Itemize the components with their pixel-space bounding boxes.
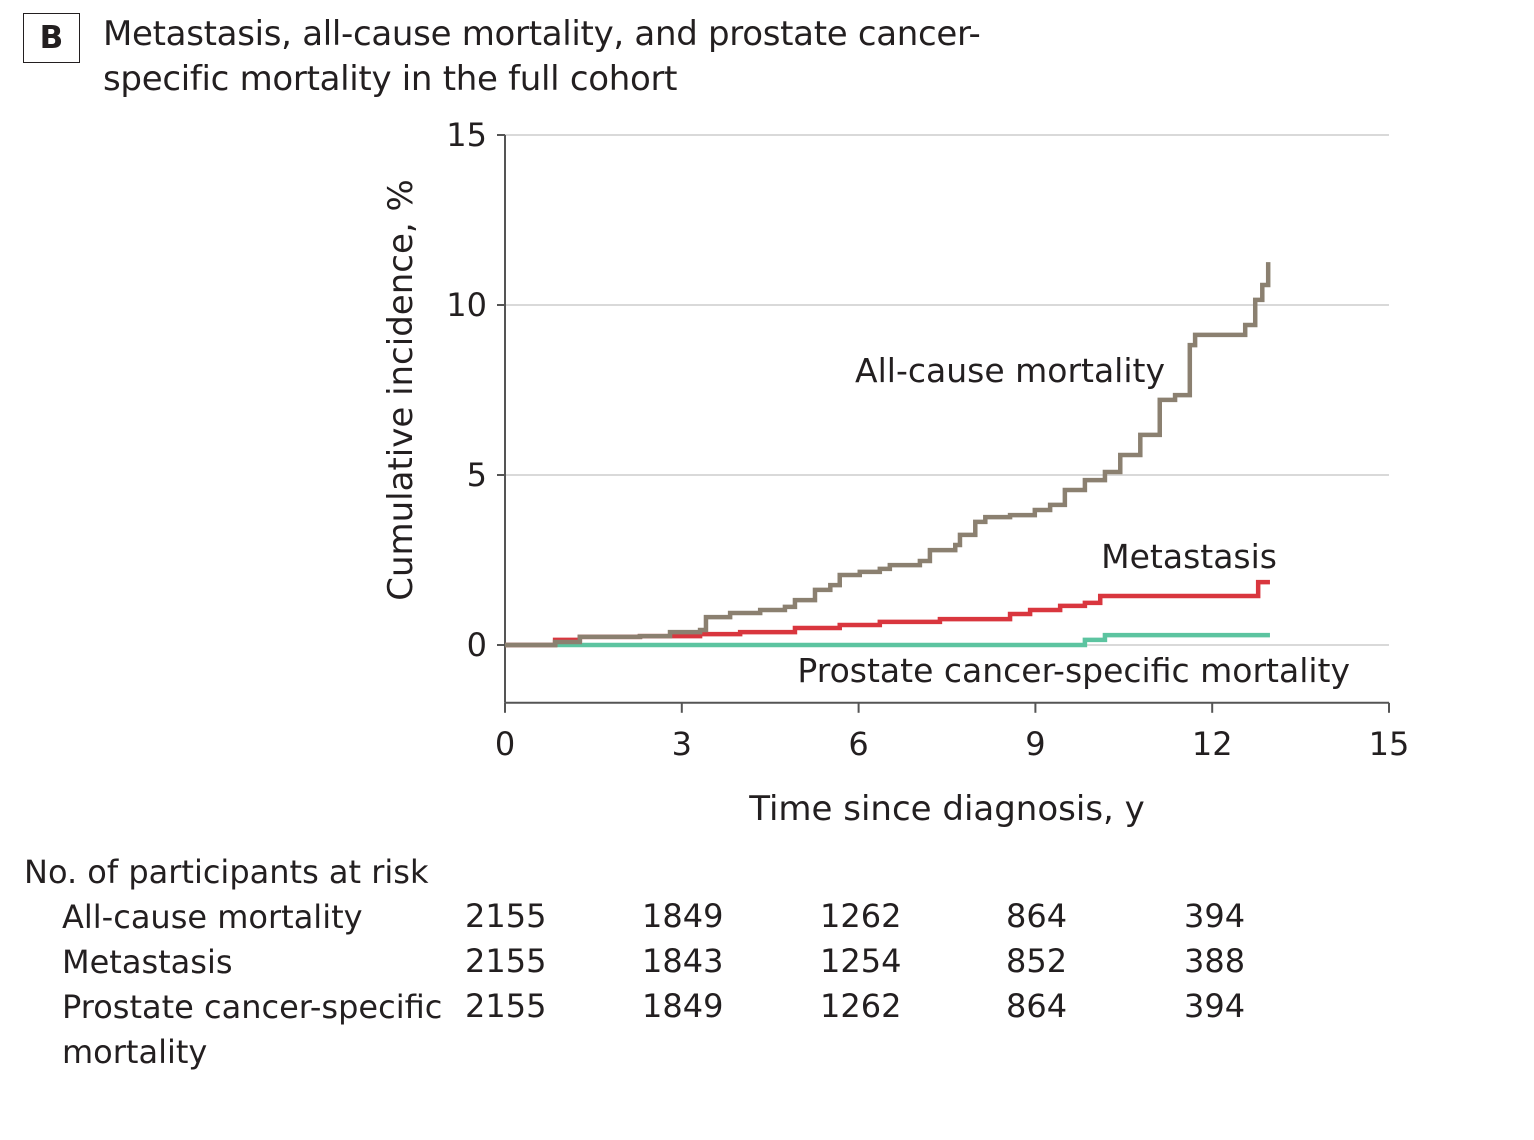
x-tick-label: 9 bbox=[1025, 725, 1045, 763]
series-label: All-cause mortality bbox=[855, 351, 1165, 390]
all-cause-mortality-line bbox=[505, 262, 1271, 648]
x-axis-label: Time since diagnosis, y bbox=[748, 789, 1145, 829]
risk-count: 1849 bbox=[642, 897, 724, 935]
x-tick-label: 3 bbox=[672, 725, 692, 763]
risk-count: 864 bbox=[1006, 987, 1068, 1025]
risk-count: 1843 bbox=[642, 942, 724, 980]
km-chart: 0 5 10 15 0 3 6 9 12 15 Time since diagnosis, y Cum… bbox=[381, 116, 1410, 829]
series-label: Metastasis bbox=[1101, 537, 1277, 576]
y-tick-label: 15 bbox=[446, 116, 487, 154]
risk-count: 1254 bbox=[820, 942, 902, 980]
x-tick-label: 0 bbox=[495, 725, 515, 763]
risk-count: 2155 bbox=[465, 942, 547, 980]
risk-count: 864 bbox=[1006, 897, 1068, 935]
series-label: Prostate cancer-specific mortality bbox=[797, 651, 1350, 690]
x-tick-label: 12 bbox=[1192, 725, 1233, 763]
risk-count: 2155 bbox=[465, 987, 547, 1025]
y-tick-label: 0 bbox=[467, 626, 487, 664]
risk-count: 852 bbox=[1006, 942, 1068, 980]
x-tick-label: 15 bbox=[1369, 725, 1410, 763]
risk-count: 394 bbox=[1184, 897, 1246, 935]
risk-count: 1262 bbox=[820, 897, 902, 935]
risk-count: 388 bbox=[1184, 942, 1246, 980]
y-axis-label: Cumulative incidence, % bbox=[381, 179, 421, 601]
risk-row-label: Metastasis bbox=[62, 943, 233, 981]
risk-row-label: mortality bbox=[62, 1033, 208, 1071]
risk-count: 2155 bbox=[465, 897, 547, 935]
panel-label: B bbox=[23, 13, 80, 63]
y-tick-label: 10 bbox=[446, 286, 487, 324]
risk-count: 1262 bbox=[820, 987, 902, 1025]
y-tick-label: 5 bbox=[467, 456, 487, 494]
risk-row-label: Prostate cancer-specific bbox=[62, 988, 443, 1026]
risk-count: 394 bbox=[1184, 987, 1246, 1025]
risk-row-label: All-cause mortality bbox=[62, 898, 363, 936]
chart-title: Metastasis, all-cause mortality, and pro… bbox=[103, 14, 981, 99]
x-tick-label: 6 bbox=[848, 725, 868, 763]
risk-count: 1849 bbox=[642, 987, 724, 1025]
risk-table-heading: No. of participants at risk bbox=[24, 853, 429, 891]
pcsm-line bbox=[505, 632, 1270, 648]
